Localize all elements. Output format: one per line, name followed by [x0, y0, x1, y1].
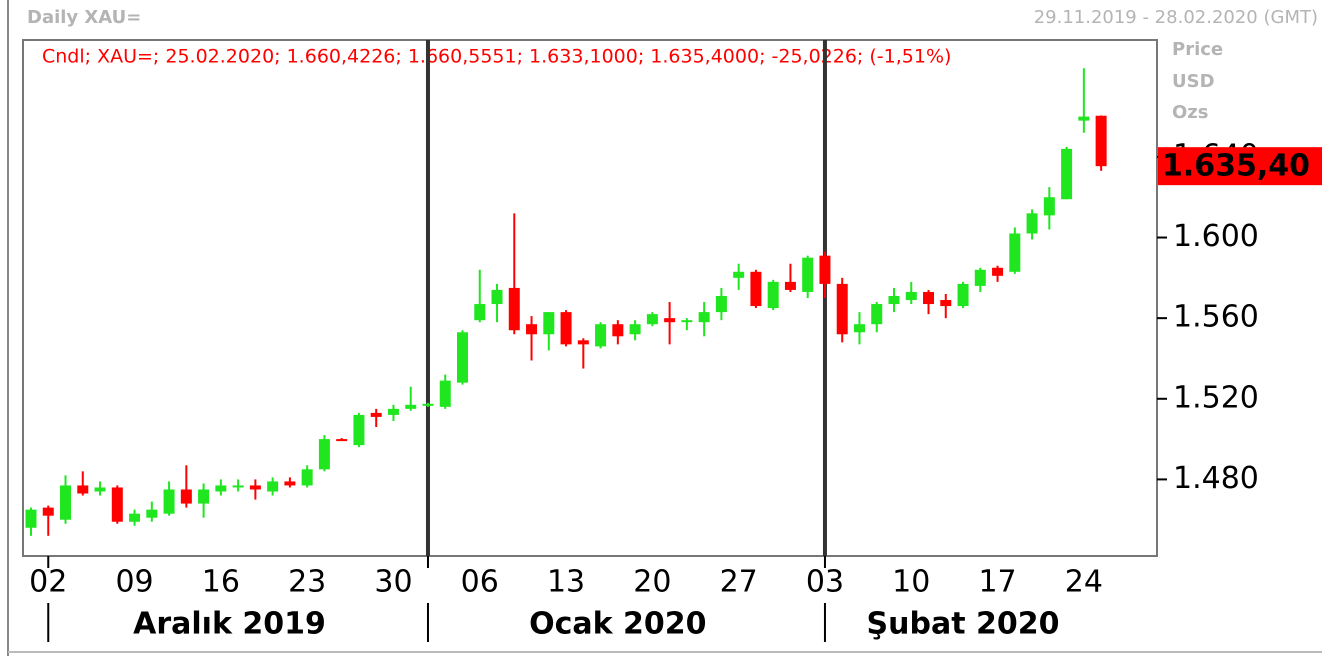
y-tick-label: 1.480 — [1173, 461, 1259, 496]
candle-body — [957, 283, 969, 307]
candle-body — [1078, 116, 1090, 121]
candle-body — [767, 281, 779, 309]
candle-body — [129, 513, 141, 522]
candle-body — [474, 304, 486, 321]
candle-body — [715, 295, 727, 313]
candle-body — [232, 485, 244, 488]
candle-body — [543, 312, 555, 335]
x-tick-label: 13 — [547, 565, 585, 600]
x-tick-label: 24 — [1065, 565, 1103, 600]
candle-body — [318, 439, 330, 470]
candle-body — [1061, 148, 1073, 200]
x-tick-label: 09 — [115, 565, 153, 600]
candle-body — [336, 439, 348, 442]
cursor-info: Cndl; XAU=; 25.02.2020; 1.660,4226; 1.66… — [42, 46, 951, 68]
candle-body — [1026, 213, 1038, 234]
candle-body — [77, 485, 89, 494]
candle-body — [94, 487, 106, 492]
candle-body — [905, 291, 917, 301]
candle-body — [111, 487, 123, 522]
candle-body — [180, 489, 192, 504]
x-tick-label: 06 — [461, 565, 499, 600]
candle-body — [387, 408, 399, 415]
candle-body — [422, 403, 434, 406]
candle-body — [629, 324, 641, 335]
candle-body — [60, 485, 72, 520]
month-label: Aralık 2019 — [133, 607, 326, 642]
candle-body — [249, 485, 261, 490]
candle-body — [1043, 197, 1055, 216]
candle-body — [681, 320, 693, 323]
candle-body — [42, 507, 54, 516]
candle-body — [353, 414, 365, 446]
candle-body — [595, 324, 607, 347]
axis-label: USD — [1172, 71, 1215, 92]
candle-body — [163, 489, 175, 514]
candle-body — [802, 257, 814, 292]
candle-body — [940, 300, 952, 307]
candle-body — [853, 324, 865, 333]
y-tick-label: 1.520 — [1173, 380, 1259, 415]
x-tick-label: 02 — [29, 565, 67, 600]
plot-area — [22, 39, 1158, 557]
y-tick-label: 1.600 — [1173, 219, 1259, 254]
last-price-label: 1.635,40 — [1162, 149, 1310, 184]
candle-body — [560, 312, 572, 345]
month-label: Ocak 2020 — [529, 607, 706, 642]
candle-body — [301, 469, 313, 486]
x-tick-label: 20 — [633, 565, 671, 600]
date-range: 29.11.2019 - 28.02.2020 (GMT) — [1034, 7, 1318, 28]
y-tick-label: 1.560 — [1173, 300, 1259, 335]
month-label: Şubat 2020 — [867, 607, 1060, 642]
candle-body — [457, 332, 468, 383]
candle-body — [664, 318, 676, 323]
candle-body — [146, 509, 158, 518]
candle-body — [974, 269, 986, 286]
x-tick-label: 30 — [374, 565, 412, 600]
x-tick-label: 23 — [288, 565, 326, 600]
x-tick-label: 10 — [892, 565, 930, 600]
x-tick-label: 16 — [202, 565, 240, 600]
chart-title: Daily XAU= — [27, 7, 141, 28]
candle-body — [1009, 233, 1021, 272]
candle-body — [836, 283, 848, 335]
candle-body — [25, 509, 37, 528]
candle-body — [526, 324, 538, 335]
candle-body — [871, 304, 883, 325]
candle-body — [923, 291, 935, 305]
candle-body — [577, 340, 589, 345]
candle-body — [439, 380, 451, 407]
candle-body — [819, 255, 831, 284]
candle-body — [215, 485, 227, 492]
candle-body — [1095, 115, 1107, 167]
last-price-box — [1158, 147, 1322, 186]
candle-body — [267, 481, 279, 492]
candle-body — [646, 314, 658, 325]
candle-body — [784, 281, 796, 290]
axis-label: Ozs — [1172, 102, 1209, 123]
candle-body — [370, 412, 382, 417]
candle-body — [508, 287, 520, 331]
x-tick-label: 17 — [978, 565, 1016, 600]
candle-body — [750, 271, 762, 307]
candle-body — [491, 289, 503, 305]
candle-body — [888, 295, 900, 305]
candle-body — [992, 267, 1004, 276]
candle-body — [612, 324, 624, 337]
candle-body — [284, 481, 296, 486]
axis-label: Price — [1172, 39, 1223, 60]
candle-body — [733, 271, 745, 278]
candle-body — [405, 404, 417, 409]
x-tick-label: 27 — [720, 565, 758, 600]
x-tick-label: 03 — [806, 565, 844, 600]
candle-body — [198, 489, 210, 504]
candle-body — [698, 312, 710, 323]
